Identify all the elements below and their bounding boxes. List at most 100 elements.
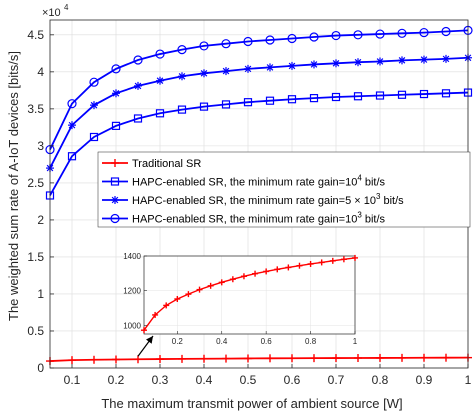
y-tick-label: 3.5	[27, 102, 44, 116]
y-exponent-power: 4	[64, 3, 69, 12]
marker-circle	[199, 41, 209, 51]
marker-plus	[442, 353, 450, 362]
marker-plus	[376, 353, 384, 362]
series-layer	[45, 25, 473, 366]
marker-circle	[243, 36, 253, 47]
marker-star	[178, 72, 186, 81]
x-tick-label: 0.6	[284, 373, 301, 387]
x-tick-label: 0.7	[328, 373, 345, 387]
marker-star	[68, 121, 76, 130]
marker-plus	[332, 354, 340, 363]
marker-star	[200, 69, 208, 78]
x-tick-label: 0.3	[152, 373, 169, 387]
marker-square	[110, 177, 120, 186]
y-tick-label: 4	[37, 65, 44, 79]
marker-circle	[287, 33, 297, 44]
arrow-head	[146, 336, 153, 344]
legend-entry: HAPC-enabled SR, the minimum rate gain=5…	[102, 192, 404, 207]
marker-square	[221, 100, 231, 109]
x-tick-label: 0.9	[416, 373, 433, 387]
marker-plus	[274, 266, 281, 273]
marker-plus	[163, 302, 170, 309]
marker-square	[309, 94, 319, 103]
marker-square	[353, 92, 363, 101]
marker-plus	[329, 257, 336, 264]
x-tick-label: 0.4	[196, 373, 213, 387]
marker-circle	[309, 32, 319, 42]
marker-plus	[200, 354, 208, 363]
marker-plus	[174, 295, 181, 302]
x-tick-label: 0.8	[372, 373, 389, 387]
marker-plus	[196, 286, 203, 293]
marker-star	[354, 58, 362, 67]
marker-plus	[352, 254, 358, 261]
legend-box	[97, 151, 471, 228]
marker-square	[199, 102, 209, 111]
marker-square	[397, 90, 407, 99]
marker-circle	[67, 99, 77, 109]
marker-plus	[263, 268, 270, 275]
inset-y-tick-label: 1400	[123, 252, 141, 261]
marker-plus	[420, 353, 428, 362]
marker-plus	[244, 354, 252, 363]
y-tick-label: 0.5	[27, 324, 44, 338]
marker-plus	[207, 282, 214, 289]
y-exponent-base: ×10	[42, 7, 61, 19]
marker-plus	[90, 355, 98, 364]
marker-circle	[441, 26, 451, 37]
marker-star	[442, 54, 450, 63]
marker-square	[419, 89, 429, 99]
inset-x-tick-label: 0.2	[172, 337, 184, 346]
legend-label: HAPC-enabled SR, the minimum rate gain=1…	[132, 211, 385, 226]
x-tick-label: 0.5	[240, 373, 257, 387]
marker-circle	[221, 39, 231, 49]
series-1	[45, 88, 473, 200]
marker-circle	[375, 29, 385, 39]
marker-plus	[141, 327, 147, 334]
marker-circle	[397, 28, 407, 38]
marker-square	[243, 98, 253, 107]
marker-plus	[310, 354, 318, 363]
inset-frame	[143, 255, 356, 335]
inset-background	[144, 256, 355, 334]
x-tick-label: 0.2	[108, 373, 125, 387]
marker-plus	[134, 355, 142, 364]
y-tick-label: 2.5	[27, 176, 44, 190]
marker-star	[111, 196, 119, 204]
inset-y-tick-label: 1000	[123, 321, 141, 330]
inset-x-tick-label: 0.6	[261, 337, 273, 346]
marker-square	[287, 95, 297, 104]
inset-pointer-arrow	[137, 335, 154, 357]
marker-star	[266, 63, 274, 72]
y-tick-label: 3	[37, 139, 44, 153]
marker-circle	[177, 45, 187, 55]
marker-square	[111, 121, 121, 130]
marker-plus	[178, 354, 186, 363]
marker-star	[288, 61, 296, 70]
marker-circle	[265, 35, 275, 45]
marker-square	[89, 132, 99, 142]
marker-plus	[152, 311, 159, 318]
marker-star	[376, 57, 384, 66]
marker-plus	[156, 355, 164, 364]
y-tick-label: 4.5	[27, 28, 44, 42]
legend-label: Traditional SR	[132, 158, 201, 170]
marker-star	[332, 59, 340, 68]
axes-layer: 0.1 0.2 0.3 0.4 0.5 0.6 0.7 0.8 0.9 1 0 0.5 1 1.5 2 2.5…	[27, 19, 472, 387]
marker-circle	[419, 27, 429, 38]
legend: Traditional SR HAPC-enabled SR, the minim…	[97, 151, 471, 228]
marker-square	[177, 105, 187, 114]
inset-y-tick-label: 1200	[123, 287, 141, 296]
y-axis-label: The weighted sum rate of A-IoT devices […	[6, 51, 21, 321]
marker-plus	[229, 276, 236, 283]
marker-star	[398, 56, 406, 65]
marker-star	[90, 101, 98, 110]
legend-entry: HAPC-enabled SR, the minimum rate gain=1…	[102, 211, 385, 226]
marker-square	[67, 152, 77, 161]
legend-entry: HAPC-enabled SR, the minimum rate gain=1…	[102, 174, 385, 189]
marker-plus	[398, 353, 406, 362]
marker-circle	[111, 64, 121, 74]
marker-star	[112, 89, 120, 98]
marker-plus	[112, 355, 120, 364]
